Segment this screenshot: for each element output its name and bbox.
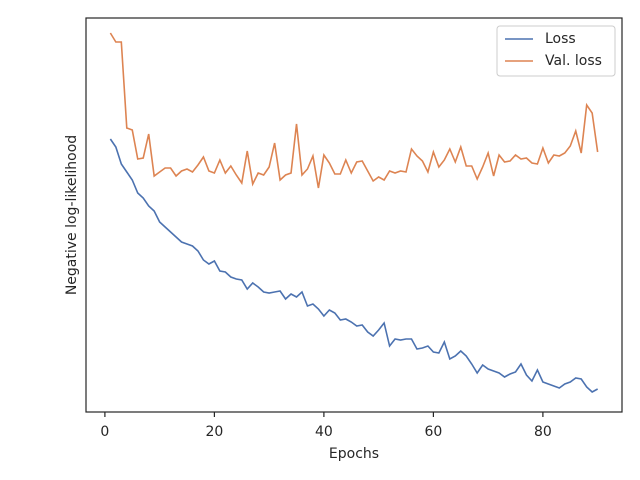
x-axis-label: Epochs bbox=[329, 446, 379, 462]
line-series bbox=[109, 32, 599, 189]
legend-label: Val. loss bbox=[545, 53, 602, 69]
x-tick-label: 80 bbox=[534, 424, 552, 440]
plot-frame bbox=[85, 17, 623, 413]
legend-label: Loss bbox=[545, 31, 576, 47]
line-series bbox=[109, 138, 599, 393]
y-axis-label: Negative log-likelihood bbox=[64, 135, 80, 295]
x-tick-label: 20 bbox=[205, 424, 223, 440]
x-tick-label: 40 bbox=[315, 424, 333, 440]
x-tick-label: 0 bbox=[100, 424, 109, 440]
x-tick-label: 60 bbox=[424, 424, 442, 440]
